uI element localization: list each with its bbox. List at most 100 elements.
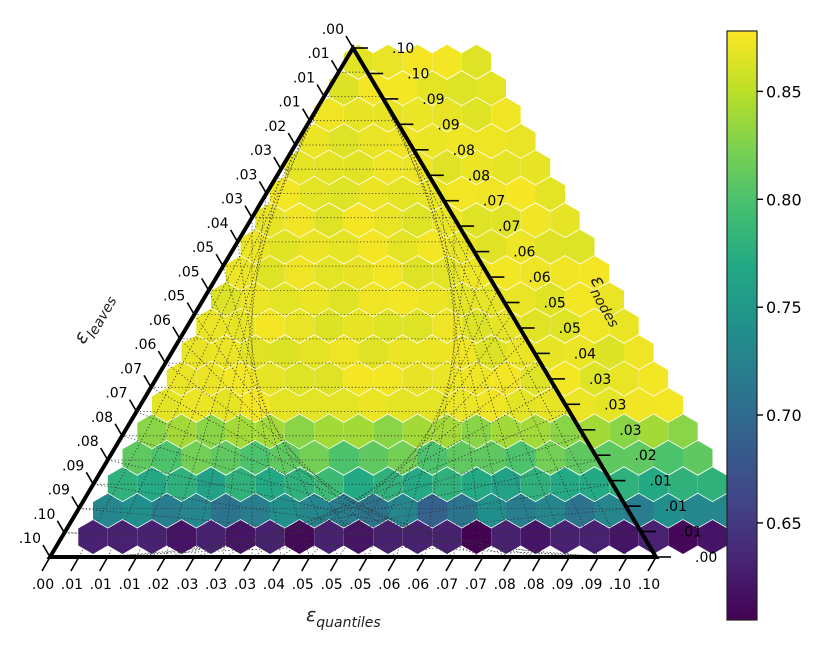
left-axis-tick <box>258 180 268 194</box>
colorbar-tick-label: 0.65 <box>766 514 802 533</box>
left-axis-tick-label: .04 <box>206 216 228 232</box>
hex-cell <box>653 388 683 422</box>
colorbar-tick-label: 0.75 <box>766 298 802 317</box>
hex-cell <box>476 124 506 158</box>
bottom-axis-tick-label: .05 <box>320 577 342 593</box>
hex-cell <box>609 308 639 343</box>
hex-cell <box>520 150 551 185</box>
hex-cell <box>638 467 669 502</box>
hex-cell <box>520 308 551 343</box>
hex-cell <box>358 282 388 317</box>
hex-cell <box>461 97 492 132</box>
left-axis-tick-label: .01 <box>307 46 329 62</box>
right-axis-tick-label: .08 <box>468 168 490 184</box>
hex-cell <box>93 493 123 528</box>
hex-cell <box>211 282 241 317</box>
left-axis-tick <box>172 326 181 340</box>
hex-cell <box>520 414 551 449</box>
hex-cell <box>343 308 374 343</box>
hex-cell <box>638 361 669 396</box>
left-axis-tick <box>345 35 354 49</box>
colorbar-tick-label: 0.80 <box>766 190 802 209</box>
left-axis-tick-label: .05 <box>192 240 214 256</box>
hex-cell <box>284 414 315 449</box>
hex-cell <box>402 361 433 396</box>
hex-cell <box>565 440 595 475</box>
bottom-axis-tick-label: .01 <box>61 577 83 593</box>
hex-cell <box>314 150 344 185</box>
hex-cell <box>373 414 403 449</box>
right-axis-tick-label: .09 <box>422 92 444 108</box>
hex-cell <box>476 176 506 211</box>
hex-cell <box>373 150 403 185</box>
hex-cell <box>270 388 300 422</box>
colorbar-tick-label: 0.85 <box>766 82 802 101</box>
left-axis-tick-label: .00 <box>322 22 344 38</box>
bottom-axis-tick <box>301 556 311 572</box>
left-axis-tick <box>143 374 152 388</box>
hex-cell <box>196 467 226 502</box>
right-axis-tick-label: .06 <box>513 245 535 261</box>
hex-cell <box>343 520 374 554</box>
hex-cell <box>299 176 329 211</box>
left-axis-tick-label: .03 <box>250 143 272 159</box>
bottom-axis-tick-label: .04 <box>263 577 285 593</box>
hex-cell <box>447 176 477 211</box>
hex-cell <box>388 282 418 317</box>
hex-cell <box>358 440 388 475</box>
ternary-ticks: .00 .01 .01 .01 .02 .03 .03 .03 .04 .05 .05 .05 .06.… <box>19 22 718 593</box>
hex-cell <box>417 440 447 475</box>
bottom-axis-tick-label: .01 <box>90 577 112 593</box>
hex-cell <box>240 493 270 528</box>
hex-cell <box>594 388 624 422</box>
gridline <box>150 386 455 558</box>
hex-cell <box>461 414 492 449</box>
gridline <box>64 532 628 558</box>
hex-cell <box>166 520 197 554</box>
left-axis-tick <box>273 156 282 170</box>
hex-cell <box>491 520 521 554</box>
hex-cell <box>461 308 492 343</box>
left-axis-tick <box>85 471 94 485</box>
hex-cell <box>476 335 506 370</box>
hex-cell <box>255 203 285 238</box>
bottom-axis-tick <box>618 556 628 572</box>
hex-cell <box>491 414 521 449</box>
bottom-axis-tick-label: .08 <box>522 577 544 593</box>
hex-cell <box>432 308 462 343</box>
hex-cell <box>461 44 492 79</box>
gridline <box>410 144 541 558</box>
hex-cell <box>181 493 211 528</box>
bottom-axis-tick <box>531 556 542 572</box>
hex-cell <box>299 229 329 264</box>
hex-cell <box>447 440 477 475</box>
bottom-axis-tick <box>445 556 455 572</box>
bottom-axis-tick <box>41 556 51 572</box>
hex-cell <box>417 71 447 106</box>
hex-cell <box>284 361 315 396</box>
hex-cell <box>225 520 256 554</box>
hex-cell <box>520 520 551 554</box>
left-axis-tick-label: .06 <box>134 337 156 353</box>
hex-cell <box>299 440 329 475</box>
right-axis-tick-label: .03 <box>619 423 641 439</box>
bottom-axis-tick <box>329 556 340 572</box>
right-axis-tick-label: .09 <box>437 117 459 133</box>
hex-cell <box>211 388 241 422</box>
hex-cell <box>314 256 344 290</box>
left-axis-tick-label: .07 <box>120 361 142 377</box>
hex-cell <box>565 229 595 264</box>
hex-cell <box>402 203 433 238</box>
bottom-axis-tick <box>416 556 426 572</box>
hex-cell <box>358 124 388 158</box>
gridline <box>222 411 570 558</box>
right-axis-tick-label: .06 <box>528 270 550 286</box>
hex-cell <box>225 361 256 396</box>
hex-cell <box>653 440 683 475</box>
hex-cell <box>299 335 329 370</box>
hex-cell <box>343 414 374 449</box>
bottom-axis-tick <box>185 556 195 572</box>
bottom-axis-tick-label: .05 <box>292 577 314 593</box>
hex-cell <box>299 282 329 317</box>
hex-cell <box>329 176 359 211</box>
